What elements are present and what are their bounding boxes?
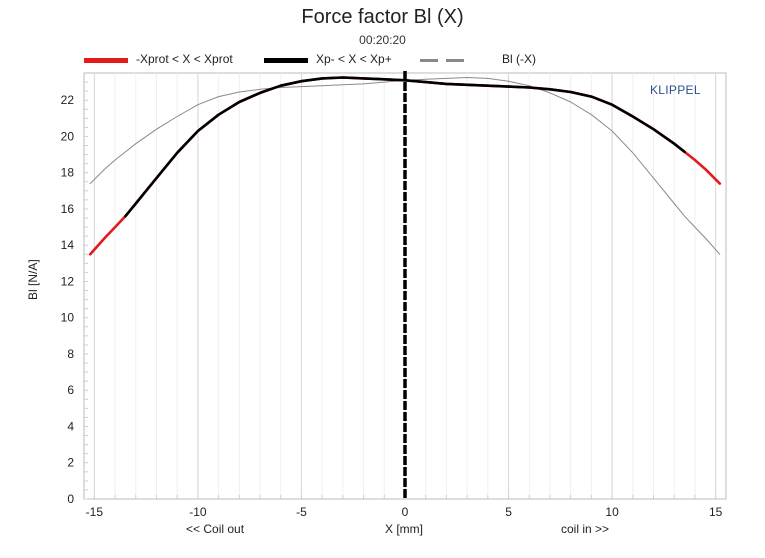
legend-swatch-black: [264, 58, 308, 63]
y-tick-label: 12: [61, 274, 75, 288]
klippel-watermark: KLIPPEL: [650, 83, 701, 97]
x-tick-label: -10: [189, 505, 207, 519]
legend-label-blmx: Bl (-X): [502, 52, 536, 66]
x-axis-label: X [mm]: [385, 522, 423, 536]
y-tick-label: 2: [67, 456, 74, 470]
legend-swatch-red: [84, 58, 128, 63]
x-axis-caption-right: coil in >>: [561, 522, 610, 536]
y-tick-label: 8: [67, 347, 74, 361]
y-tick-label: 10: [61, 311, 75, 325]
x-tick-label: 0: [402, 505, 409, 519]
legend-label-xprot: -Xprot < X < Xprot: [136, 52, 233, 66]
y-tick-label: 0: [67, 492, 74, 506]
chart-title: Force factor Bl (X): [301, 6, 464, 28]
y-tick-label: 6: [67, 383, 74, 397]
x-tick-label: 5: [505, 505, 512, 519]
y-tick-label: 22: [61, 93, 75, 107]
y-tick-label: 18: [61, 166, 75, 180]
x-tick-label: -15: [86, 505, 104, 519]
y-tick-label: 20: [61, 129, 75, 143]
y-tick-label: 4: [67, 419, 74, 433]
y-axis-label: Bl [N/A]: [26, 259, 40, 300]
x-tick-label: 10: [605, 505, 619, 519]
x-tick-label: -5: [296, 505, 307, 519]
y-tick-label: 14: [61, 238, 75, 252]
legend-label-xp: Xp- < X < Xp+: [316, 52, 392, 66]
legend-swatch-gray-a: [420, 59, 438, 62]
series-line-bl-minus-x: [89, 77, 721, 255]
series-line-xp: [124, 76, 686, 218]
chart-subtitle: 00:20:20: [359, 33, 406, 47]
x-tick-label: 15: [709, 505, 723, 519]
legend-swatch-gray-b: [446, 59, 464, 62]
y-tick-label: 16: [61, 202, 75, 216]
x-axis-caption-left: << Coil out: [186, 522, 245, 536]
